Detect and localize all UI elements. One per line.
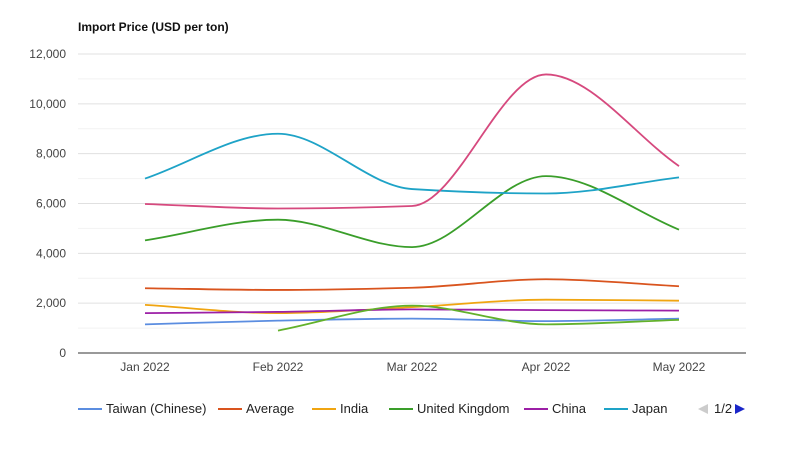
y-tick-label: 10,000 bbox=[29, 97, 66, 111]
legend-label: United Kingdom bbox=[417, 401, 510, 416]
legend-item-japan[interactable]: Japan bbox=[604, 401, 667, 416]
y-tick-label: 12,000 bbox=[29, 47, 66, 61]
legend-item-average[interactable]: Average bbox=[218, 401, 294, 416]
y-tick-label: 0 bbox=[59, 346, 66, 360]
x-tick-label: Apr 2022 bbox=[522, 360, 571, 374]
series-line-taiwan-chinese bbox=[144, 317, 680, 326]
series-line-series-8 bbox=[277, 304, 680, 332]
series-line-united-kingdom bbox=[144, 175, 680, 249]
legend-item-india[interactable]: India bbox=[312, 401, 369, 416]
chevron-right-icon[interactable] bbox=[735, 404, 745, 414]
legend-label: Japan bbox=[632, 401, 667, 416]
y-tick-label: 2,000 bbox=[36, 296, 66, 310]
chevron-left-icon[interactable] bbox=[698, 404, 708, 414]
legend-label: Average bbox=[246, 401, 294, 416]
chart-title: Import Price (USD per ton) bbox=[78, 20, 229, 34]
legend-pager: 1/2 bbox=[698, 401, 745, 416]
x-tick-label: Feb 2022 bbox=[253, 360, 304, 374]
series-line-china bbox=[144, 308, 680, 315]
grid-lines bbox=[78, 53, 746, 329]
legend-page-label: 1/2 bbox=[714, 401, 732, 416]
legend-item-united-kingdom[interactable]: United Kingdom bbox=[389, 401, 510, 416]
x-tick-label: May 2022 bbox=[653, 360, 706, 374]
y-tick-label: 6,000 bbox=[36, 197, 66, 211]
legend-label: Taiwan (Chinese) bbox=[106, 401, 206, 416]
series-line-series-7 bbox=[144, 73, 680, 210]
series-lines bbox=[144, 73, 680, 332]
legend: Taiwan (Chinese) Average India United Kingd… bbox=[78, 401, 667, 416]
series-line-average bbox=[144, 278, 680, 291]
legend-item-china[interactable]: China bbox=[524, 401, 587, 416]
x-tick-label: Mar 2022 bbox=[387, 360, 438, 374]
y-tick-label: 4,000 bbox=[36, 246, 66, 260]
legend-label: India bbox=[340, 401, 369, 416]
x-tick-label: Jan 2022 bbox=[120, 360, 170, 374]
axes: 0 2,000 4,000 6,000 8,000 10,000 12,000 Jan 202… bbox=[29, 47, 746, 374]
legend-item-taiwan-chinese[interactable]: Taiwan (Chinese) bbox=[78, 401, 206, 416]
series-line-japan bbox=[144, 132, 680, 195]
legend-label: China bbox=[552, 401, 587, 416]
y-tick-label: 8,000 bbox=[36, 147, 66, 161]
